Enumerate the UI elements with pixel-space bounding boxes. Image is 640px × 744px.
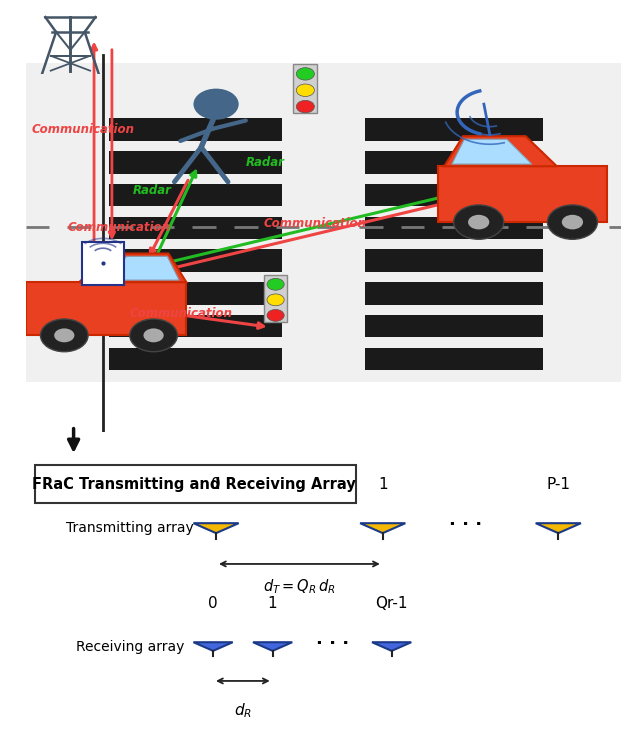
Bar: [264, 275, 287, 321]
Bar: [26, 63, 621, 382]
Circle shape: [468, 215, 490, 229]
Text: Transmitting array: Transmitting array: [66, 521, 194, 535]
Text: Communication: Communication: [67, 221, 170, 234]
Bar: [365, 347, 543, 371]
FancyBboxPatch shape: [82, 242, 124, 286]
Circle shape: [130, 319, 177, 352]
Polygon shape: [452, 139, 532, 164]
Circle shape: [54, 328, 74, 342]
Text: P-1: P-1: [547, 478, 570, 493]
Text: Radar: Radar: [132, 185, 172, 197]
Text: 0: 0: [208, 596, 218, 611]
FancyBboxPatch shape: [35, 465, 356, 504]
Polygon shape: [372, 642, 412, 651]
Text: 0: 0: [211, 478, 221, 493]
Bar: [365, 249, 543, 272]
Bar: [109, 118, 282, 141]
Text: $d_T = Q_R\,d_R$: $d_T = Q_R\,d_R$: [263, 577, 336, 597]
Circle shape: [296, 68, 314, 80]
Circle shape: [296, 100, 314, 113]
Text: Communication: Communication: [264, 217, 367, 230]
Polygon shape: [103, 257, 179, 280]
Polygon shape: [360, 523, 405, 533]
Circle shape: [267, 310, 284, 321]
Bar: [365, 151, 543, 174]
Bar: [26, 282, 186, 336]
Text: Communication: Communication: [130, 307, 233, 320]
Circle shape: [296, 84, 314, 97]
Bar: [109, 347, 282, 371]
Bar: [109, 184, 282, 206]
Bar: [109, 282, 282, 305]
Circle shape: [40, 319, 88, 352]
Bar: [109, 151, 282, 174]
Text: FRaC Transmitting and Receiving Array: FRaC Transmitting and Receiving Array: [32, 477, 356, 492]
Text: Qr-1: Qr-1: [376, 596, 408, 611]
Bar: [365, 217, 543, 240]
Circle shape: [267, 294, 284, 306]
Circle shape: [143, 328, 164, 342]
Text: $d_R$: $d_R$: [234, 702, 252, 720]
Polygon shape: [253, 642, 292, 651]
Bar: [293, 64, 317, 113]
Bar: [365, 118, 543, 141]
Polygon shape: [193, 523, 239, 533]
Text: 1: 1: [268, 596, 277, 611]
Bar: [365, 282, 543, 305]
Bar: [365, 184, 543, 206]
Polygon shape: [536, 523, 581, 533]
Bar: [438, 166, 607, 222]
Polygon shape: [193, 642, 233, 651]
Text: Radar: Radar: [246, 155, 285, 169]
Text: 1: 1: [378, 478, 388, 493]
Polygon shape: [444, 136, 557, 166]
Text: · · ·: · · ·: [316, 635, 349, 652]
Bar: [365, 315, 543, 338]
Text: Receiving array: Receiving array: [76, 640, 184, 653]
Bar: [109, 217, 282, 240]
Bar: [109, 315, 282, 338]
Circle shape: [547, 205, 597, 240]
Polygon shape: [79, 254, 186, 282]
Circle shape: [562, 215, 583, 229]
Circle shape: [454, 205, 504, 240]
Bar: [109, 249, 282, 272]
Circle shape: [193, 89, 239, 120]
Text: · · ·: · · ·: [449, 516, 483, 534]
Circle shape: [267, 278, 284, 290]
Text: Communication: Communication: [31, 123, 134, 136]
